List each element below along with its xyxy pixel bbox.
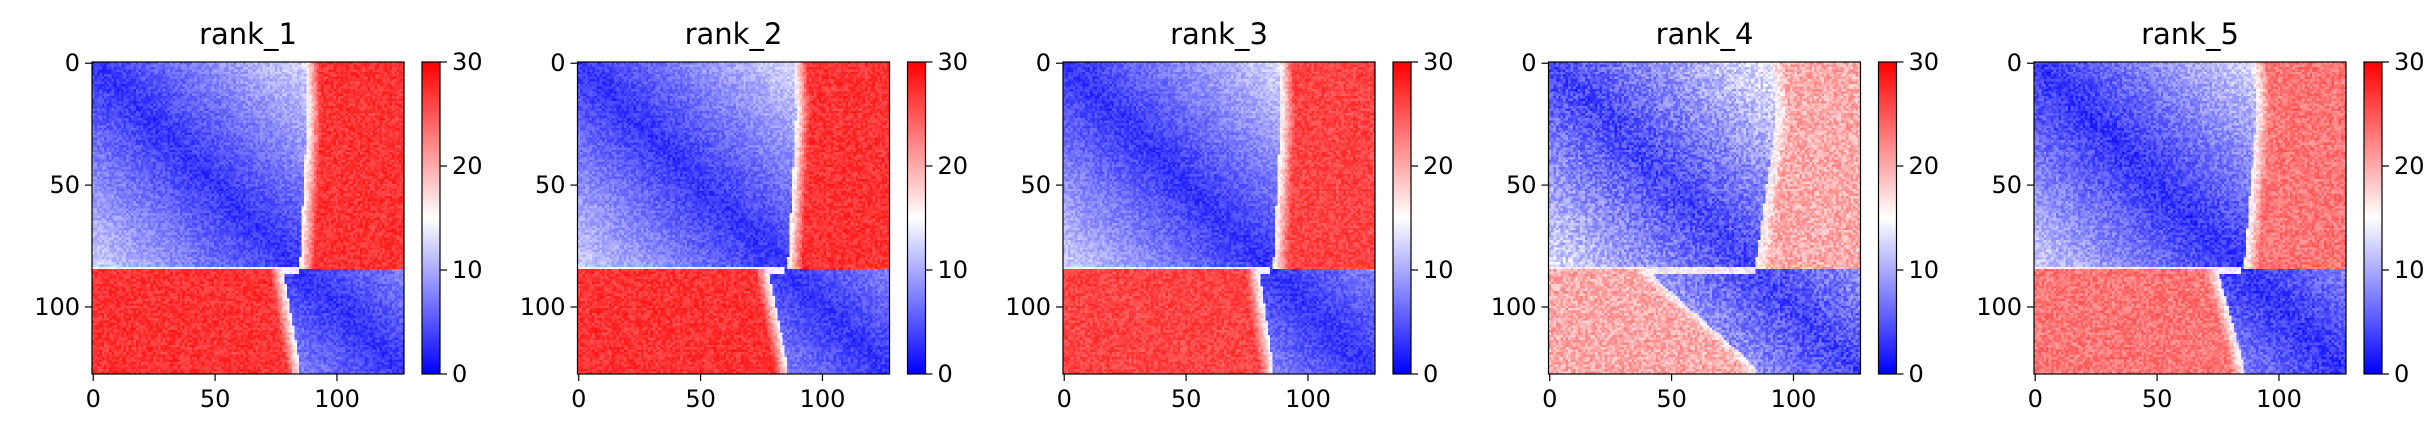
colorbar-tick-label: 10 [1909,256,1940,284]
y-tick-label: 100 [34,293,80,321]
x-tick-label: 0 [2028,385,2043,413]
panel-title: rank_5 [2141,17,2239,51]
x-tick-label: 0 [1057,385,1072,413]
colorbar [906,61,927,375]
heatmap-frame [1062,61,1376,375]
colorbar-tick-label: 10 [1423,256,1454,284]
colorbar-tick-label: 20 [1423,152,1454,180]
colorbar-tick-label: 20 [938,152,969,180]
y-tick-label: 50 [49,171,80,199]
heatmap-frame [576,61,891,375]
y-tick-label: 0 [1521,49,1536,77]
x-tick-label: 50 [685,385,716,413]
colorbar [421,61,441,375]
y-tick-label: 50 [1020,171,1051,199]
colorbar-tick-label: 0 [938,360,953,388]
panel-title: rank_3 [1170,17,1268,51]
heatmap-frame [91,61,405,375]
x-tick-label: 50 [200,385,231,413]
x-tick-label: 0 [86,385,101,413]
heatmap-image [1548,62,1861,374]
colorbar-tick-label: 30 [938,48,969,76]
colorbar-tick-label: 30 [1423,48,1454,76]
panel-title: rank_1 [199,17,297,51]
y-tick-label: 0 [550,49,565,77]
colorbar-tick-label: 10 [938,256,969,284]
colorbar-tick-label: 0 [1423,360,1438,388]
y-tick-label: 50 [1991,171,2022,199]
heatmap-image [92,62,404,374]
x-tick-label: 100 [800,385,846,413]
colorbar [1392,61,1412,375]
colorbar-tick-label: 10 [452,256,483,284]
x-tick-label: 100 [314,385,360,413]
heatmap-panel-5: rank_5 0 50 100 0 50 100 0 10 20 30 [1976,17,2424,413]
y-tick-label: 0 [2007,49,2022,77]
x-tick-label: 100 [2256,385,2302,413]
y-tick-label: 100 [1005,293,1051,321]
heatmap-panel-2: rank_2 0 50 100 0 50 100 0 10 20 30 [520,17,968,413]
x-tick-label: 0 [571,385,586,413]
y-tick-label: 0 [65,49,80,77]
colorbar-tick-label: 10 [2394,256,2425,284]
x-tick-label: 50 [2142,385,2173,413]
colorbar [2363,61,2383,375]
colorbar-tick-label: 20 [2394,152,2425,180]
x-tick-label: 100 [1771,385,1817,413]
heatmap-image [2034,62,2346,374]
y-tick-label: 0 [1036,49,1051,77]
x-tick-label: 100 [1285,385,1331,413]
heatmap-frame [2033,61,2347,375]
colorbar-tick-label: 20 [452,152,483,180]
colorbar-tick-label: 20 [1909,152,1940,180]
heatmap-panel-1: rank_1 0 50 100 0 50 100 0 10 20 30 [34,17,482,413]
heatmap-image [577,62,890,374]
heatmap-panel-3: rank_3 0 50 100 0 50 100 0 10 20 30 [1005,17,1453,413]
y-tick-label: 100 [520,293,566,321]
colorbar-tick-label: 30 [452,48,483,76]
heatmap-image [1063,62,1375,374]
y-tick-label: 50 [1506,171,1537,199]
x-tick-label: 0 [1542,385,1557,413]
colorbar-tick-label: 30 [1909,48,1940,76]
colorbar-tick-label: 30 [2394,48,2425,76]
x-tick-label: 50 [1656,385,1687,413]
y-tick-label: 50 [535,171,566,199]
colorbar-tick-label: 0 [2394,360,2409,388]
colorbar [1877,61,1898,375]
panel-title: rank_2 [685,17,783,51]
colorbar-tick-label: 0 [452,360,467,388]
heatmap-panel-4: rank_4 0 50 100 0 50 100 0 10 20 30 [1491,17,1939,413]
y-tick-label: 100 [1491,293,1537,321]
heatmap-frame [1547,61,1862,375]
panel-title: rank_4 [1656,17,1754,51]
y-tick-label: 100 [1976,293,2022,321]
colorbar-tick-label: 0 [1909,360,1924,388]
x-tick-label: 50 [1171,385,1202,413]
